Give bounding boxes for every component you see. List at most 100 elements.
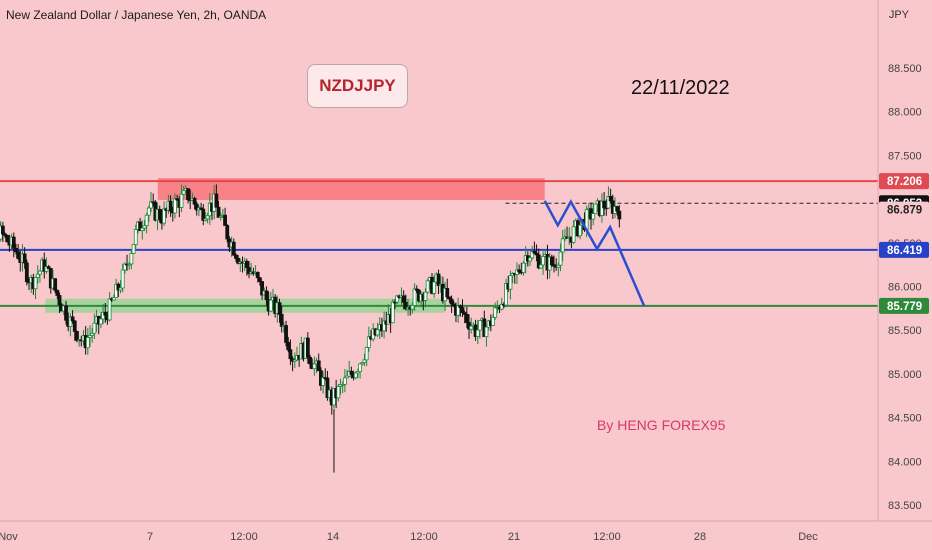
- candle-body: [530, 251, 535, 259]
- candle-body: [475, 329, 480, 337]
- candle-body: [366, 336, 371, 348]
- candle-body: [98, 318, 103, 325]
- candle-body: [360, 362, 365, 365]
- candle-body: [549, 256, 554, 266]
- candle-body: [401, 295, 406, 303]
- candle-body: [35, 273, 40, 278]
- candle-body: [194, 203, 199, 211]
- candle-body: [244, 260, 249, 268]
- candle-body: [591, 213, 596, 220]
- x-tick-label: 7: [147, 531, 153, 543]
- candle-body: [236, 257, 241, 264]
- candle-body: [103, 311, 108, 316]
- candle-body: [162, 208, 166, 224]
- candle-body: [288, 349, 293, 360]
- candle-body: [133, 229, 138, 246]
- x-tick-label: 12:00: [410, 531, 438, 543]
- x-tick-label: Nov: [0, 531, 18, 543]
- candle-body: [617, 210, 622, 220]
- candle-body: [436, 273, 441, 286]
- price-label: 85.779: [887, 301, 922, 313]
- x-tick-label: Dec: [798, 531, 818, 543]
- candle-body: [316, 360, 321, 372]
- candle-body: [186, 188, 190, 201]
- price-axis-panel: [878, 0, 932, 550]
- candle-body: [460, 307, 465, 314]
- candle-body: [534, 252, 539, 256]
- candle-body: [11, 236, 16, 249]
- candle-body: [225, 225, 230, 240]
- date-annotation: 22/11/2022: [631, 77, 730, 99]
- candle-body: [85, 337, 90, 349]
- candle-body: [68, 316, 73, 327]
- candle-body: [0, 225, 5, 235]
- candle-body: [149, 201, 153, 209]
- candle-body: [353, 372, 358, 379]
- candle-body: [70, 316, 75, 322]
- x-tick-label: 21: [508, 531, 520, 543]
- candle-body: [168, 200, 173, 212]
- candle-body: [571, 226, 576, 243]
- candle-body: [539, 264, 543, 269]
- candle-body: [199, 207, 204, 210]
- candle-body: [432, 281, 437, 294]
- candle-body: [458, 305, 463, 308]
- candle-body: [414, 288, 419, 291]
- candle-body: [342, 377, 347, 385]
- candle-body: [578, 224, 583, 237]
- candle-body: [173, 198, 177, 214]
- candle-body: [138, 221, 143, 232]
- candle-body: [484, 326, 489, 338]
- candle-body: [216, 206, 221, 218]
- price-label: 86.879: [887, 205, 922, 217]
- candle-body: [423, 291, 428, 301]
- candle-body: [284, 325, 288, 343]
- candle-body: [493, 307, 498, 318]
- candle-body: [445, 288, 450, 298]
- candle-body: [72, 320, 77, 332]
- candle-body: [234, 254, 238, 259]
- author-annotation: By HENG FOREX95: [597, 417, 726, 433]
- candle-body: [260, 281, 264, 296]
- candle-body: [504, 283, 508, 306]
- candle-body: [114, 283, 119, 299]
- y-tick-label: 88.500: [888, 63, 922, 75]
- candle-body: [508, 275, 513, 290]
- candle-body: [412, 288, 417, 306]
- candle-body: [90, 332, 95, 336]
- candle-body: [181, 190, 186, 195]
- candle-body: [469, 325, 474, 330]
- candle-body: [541, 256, 545, 266]
- candle-body: [336, 385, 341, 399]
- candle-body: [64, 305, 68, 321]
- candle-body: [118, 287, 123, 291]
- candle-body: [390, 301, 395, 324]
- y-tick-label: 84.000: [888, 456, 922, 468]
- currency-label: JPY: [888, 9, 909, 21]
- candle-body: [462, 312, 467, 315]
- candle-body: [464, 313, 469, 323]
- candle-body: [57, 295, 62, 306]
- candle-body: [375, 329, 380, 336]
- candle-body: [425, 280, 430, 293]
- candle-body: [532, 251, 537, 254]
- candle-body: [600, 200, 604, 216]
- y-tick-label: 83.500: [888, 500, 922, 512]
- candle-body: [92, 322, 97, 334]
- x-tick-label: 12:00: [230, 531, 258, 543]
- candle-body: [395, 295, 400, 303]
- candle-body: [258, 277, 262, 282]
- candle-body: [46, 266, 51, 269]
- candle-body: [558, 251, 563, 266]
- price-label: 86.419: [887, 245, 922, 257]
- zone-0: [157, 178, 545, 200]
- price-label-box: [879, 241, 929, 258]
- candle-body: [608, 196, 613, 202]
- x-tick-label: 14: [327, 531, 339, 543]
- candle-body: [279, 313, 284, 327]
- candle-body: [214, 193, 219, 208]
- candle-body: [268, 299, 273, 312]
- candle-body: [305, 337, 310, 358]
- candle-body: [53, 278, 58, 291]
